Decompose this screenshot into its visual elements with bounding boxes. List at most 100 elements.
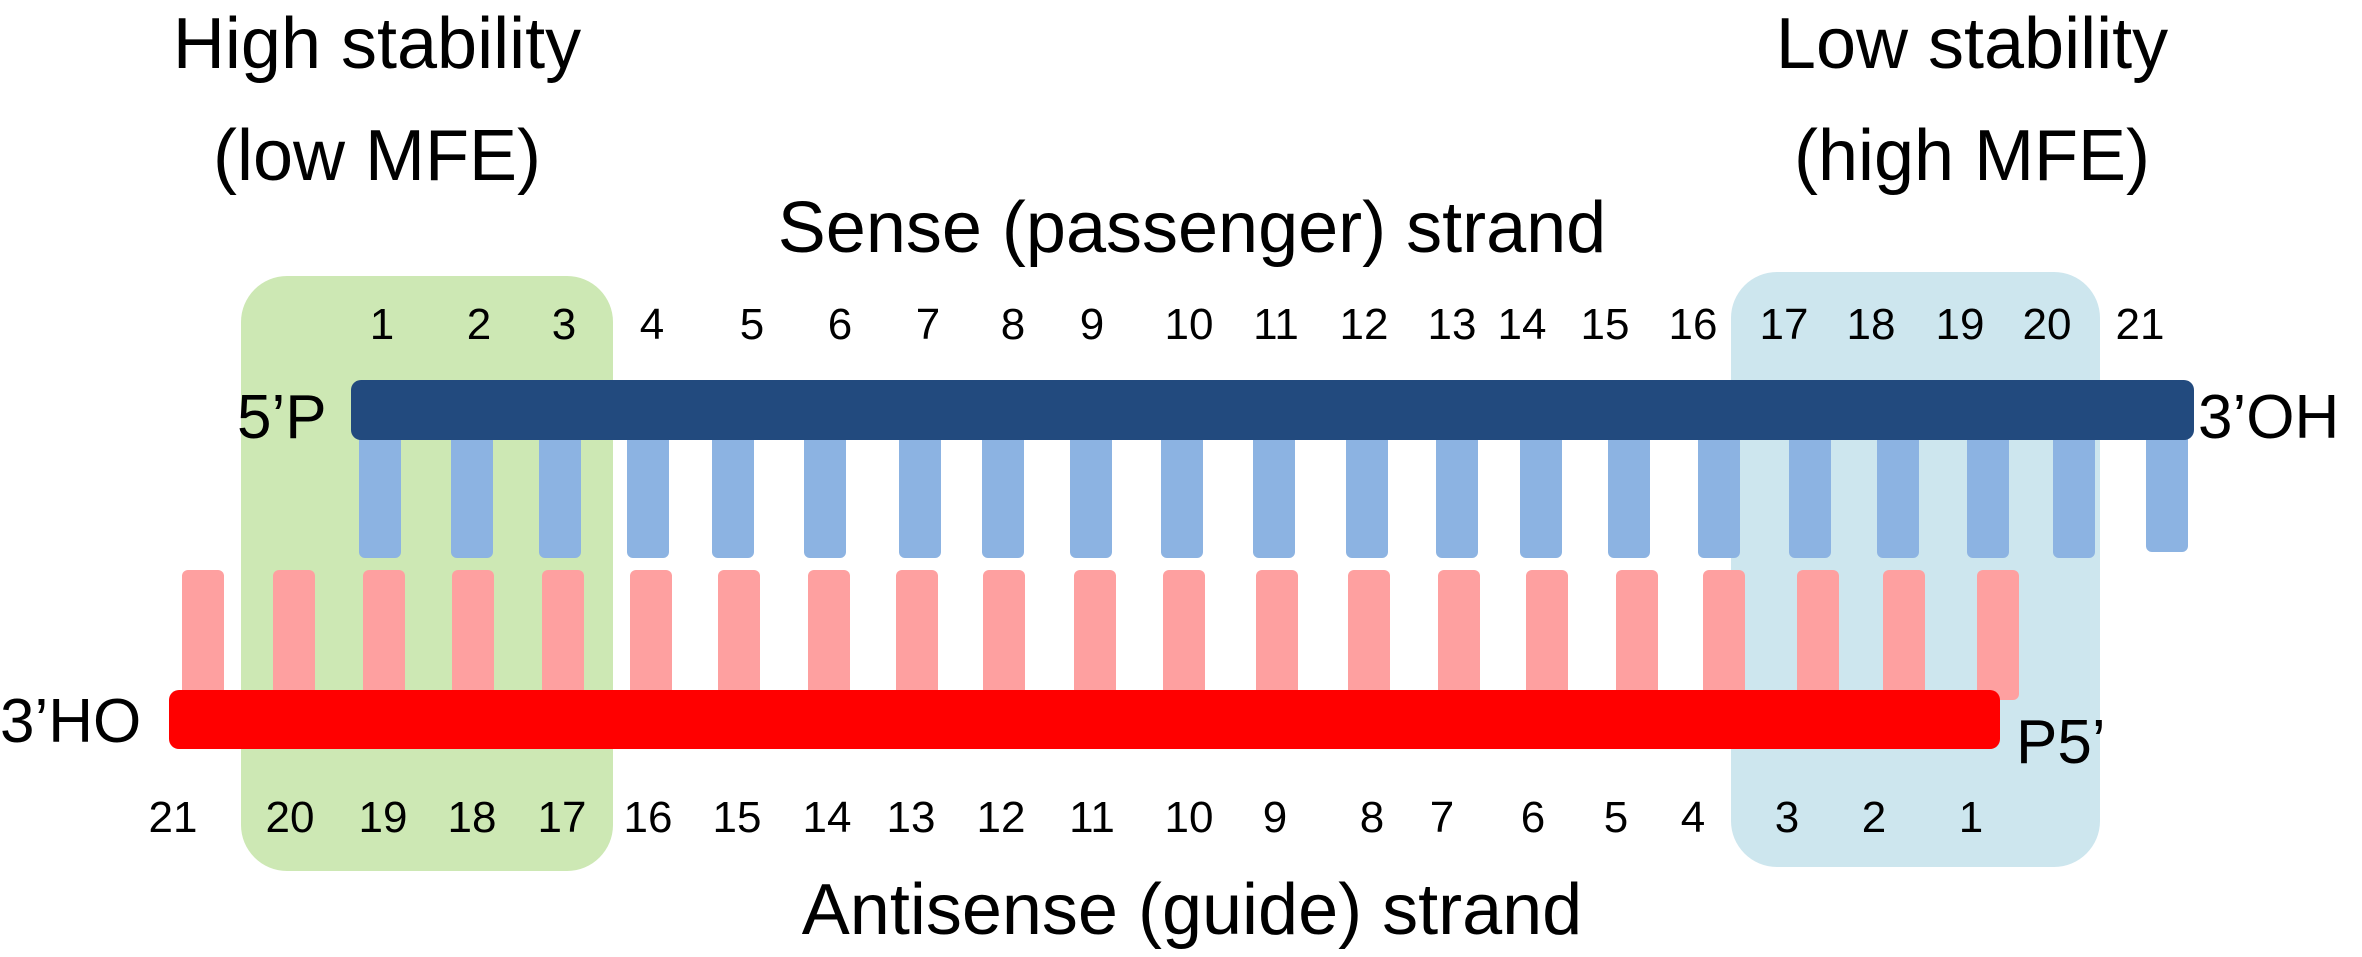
antisense-position-18: 18 bbox=[448, 793, 497, 842]
antisense-base-4 bbox=[1703, 570, 1745, 700]
sense-position-18: 18 bbox=[1847, 300, 1896, 349]
antisense-position-2: 2 bbox=[1862, 793, 1886, 842]
antisense-position-12: 12 bbox=[977, 793, 1026, 842]
antisense-base-7 bbox=[1438, 570, 1480, 700]
sense-base-9 bbox=[1070, 430, 1112, 558]
antisense-position-7: 7 bbox=[1430, 793, 1454, 842]
sense-base-7 bbox=[899, 430, 941, 558]
sense-position-5: 5 bbox=[740, 300, 764, 349]
sense-base-21 bbox=[2146, 430, 2188, 552]
antisense-base-17 bbox=[542, 570, 584, 700]
antisense-base-13 bbox=[896, 570, 938, 700]
antisense-position-numbers: 21 20 19 18 17 16 15 14 13 12 11 10 9 8 7 6 5 4 3 2 1 bbox=[149, 793, 1984, 842]
sense-base-10 bbox=[1161, 430, 1203, 558]
antisense-position-11: 11 bbox=[1069, 793, 1115, 842]
antisense-base-20 bbox=[273, 570, 315, 700]
sense-3prime-label: 3’OH bbox=[2198, 383, 2339, 452]
sense-base-1 bbox=[359, 430, 401, 558]
antisense-strand-backbone bbox=[169, 690, 2000, 749]
sense-position-3: 3 bbox=[552, 300, 576, 349]
antisense-position-13: 13 bbox=[887, 793, 936, 842]
sense-strand-backbone bbox=[351, 380, 2194, 440]
sense-bases bbox=[359, 430, 2188, 558]
sense-base-3 bbox=[539, 430, 581, 558]
antisense-position-4: 4 bbox=[1681, 793, 1705, 842]
sense-position-14: 14 bbox=[1498, 300, 1547, 349]
antisense-base-16 bbox=[630, 570, 672, 700]
sense-position-15: 15 bbox=[1581, 300, 1630, 349]
antisense-position-5: 5 bbox=[1604, 793, 1628, 842]
antisense-position-21: 21 bbox=[149, 793, 198, 842]
low-stability-subtitle: (high MFE) bbox=[1794, 116, 2150, 196]
sense-base-8 bbox=[982, 430, 1024, 558]
sense-base-14 bbox=[1520, 430, 1562, 558]
sense-position-10: 10 bbox=[1165, 300, 1214, 349]
antisense-base-2 bbox=[1883, 570, 1925, 700]
antisense-base-1 bbox=[1977, 570, 2019, 700]
antisense-base-8 bbox=[1348, 570, 1390, 700]
sense-base-13 bbox=[1436, 430, 1478, 558]
sense-position-2: 2 bbox=[467, 300, 491, 349]
antisense-base-6 bbox=[1526, 570, 1568, 700]
low-stability-region bbox=[1731, 272, 2100, 867]
antisense-base-21 bbox=[182, 570, 224, 700]
sense-position-4: 4 bbox=[640, 300, 664, 349]
antisense-position-20: 20 bbox=[266, 793, 315, 842]
sense-position-numbers: 1 2 3 4 5 6 7 8 9 10 11 12 13 14 15 16 17 18 19 20 21 bbox=[370, 300, 2165, 349]
antisense-position-6: 6 bbox=[1521, 793, 1545, 842]
sense-base-17 bbox=[1789, 430, 1831, 558]
sense-position-19: 19 bbox=[1936, 300, 1985, 349]
antisense-base-9 bbox=[1256, 570, 1298, 700]
sense-base-11 bbox=[1253, 430, 1295, 558]
antisense-position-19: 19 bbox=[359, 793, 408, 842]
sense-position-12: 12 bbox=[1340, 300, 1389, 349]
sense-base-2 bbox=[451, 430, 493, 558]
antisense-position-9: 9 bbox=[1263, 793, 1287, 842]
sense-position-17: 17 bbox=[1760, 300, 1809, 349]
antisense-position-8: 8 bbox=[1360, 793, 1384, 842]
sense-position-21: 21 bbox=[2116, 300, 2165, 349]
sense-position-16: 16 bbox=[1669, 300, 1718, 349]
antisense-base-11 bbox=[1074, 570, 1116, 700]
antisense-5prime-label: P5’ bbox=[2016, 708, 2106, 777]
sense-position-1: 1 bbox=[370, 300, 394, 349]
sense-position-9: 9 bbox=[1080, 300, 1104, 349]
high-stability-subtitle: (low MFE) bbox=[213, 116, 541, 196]
antisense-base-12 bbox=[983, 570, 1025, 700]
sense-position-7: 7 bbox=[916, 300, 940, 349]
sense-base-15 bbox=[1608, 430, 1650, 558]
antisense-base-5 bbox=[1616, 570, 1658, 700]
antisense-strand-title: Antisense (guide) strand bbox=[802, 870, 1582, 950]
sense-base-6 bbox=[804, 430, 846, 558]
antisense-base-10 bbox=[1163, 570, 1205, 700]
sense-base-20 bbox=[2053, 430, 2095, 558]
antisense-position-16: 16 bbox=[624, 793, 673, 842]
antisense-position-10: 10 bbox=[1165, 793, 1214, 842]
antisense-base-19 bbox=[363, 570, 405, 700]
sense-base-5 bbox=[712, 430, 754, 558]
sense-base-18 bbox=[1877, 430, 1919, 558]
low-stability-title: Low stability bbox=[1776, 4, 2168, 84]
high-stability-title: High stability bbox=[173, 4, 581, 84]
sense-position-6: 6 bbox=[828, 300, 852, 349]
antisense-position-3: 3 bbox=[1775, 793, 1799, 842]
sense-base-16 bbox=[1698, 430, 1740, 558]
sense-position-8: 8 bbox=[1001, 300, 1025, 349]
sense-strand-title: Sense (passenger) strand bbox=[778, 188, 1606, 268]
antisense-base-15 bbox=[718, 570, 760, 700]
sense-5prime-label: 5’P bbox=[237, 383, 327, 452]
antisense-position-15: 15 bbox=[713, 793, 762, 842]
sense-position-20: 20 bbox=[2023, 300, 2072, 349]
antisense-position-17: 17 bbox=[538, 793, 587, 842]
antisense-base-3 bbox=[1797, 570, 1839, 700]
sense-base-4 bbox=[627, 430, 669, 558]
antisense-base-14 bbox=[808, 570, 850, 700]
sense-base-19 bbox=[1967, 430, 2009, 558]
sense-position-11: 11 bbox=[1253, 300, 1299, 349]
antisense-bases bbox=[182, 570, 2019, 700]
sense-position-13: 13 bbox=[1428, 300, 1477, 349]
antisense-position-1: 1 bbox=[1959, 793, 1983, 842]
antisense-base-18 bbox=[452, 570, 494, 700]
antisense-3prime-label: 3’HO bbox=[0, 687, 141, 756]
